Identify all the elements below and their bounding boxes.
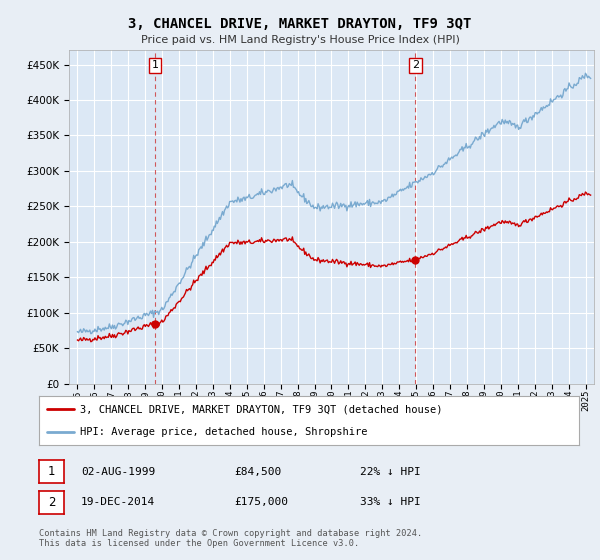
Text: 1: 1 (152, 60, 158, 71)
Text: 22% ↓ HPI: 22% ↓ HPI (360, 466, 421, 477)
Text: 33% ↓ HPI: 33% ↓ HPI (360, 497, 421, 507)
Text: 19-DEC-2014: 19-DEC-2014 (81, 497, 155, 507)
Text: 3, CHANCEL DRIVE, MARKET DRAYTON, TF9 3QT (detached house): 3, CHANCEL DRIVE, MARKET DRAYTON, TF9 3Q… (79, 404, 442, 414)
Text: 02-AUG-1999: 02-AUG-1999 (81, 466, 155, 477)
Text: 2: 2 (412, 60, 419, 71)
Text: £84,500: £84,500 (234, 466, 281, 477)
Text: 2: 2 (48, 496, 55, 509)
Text: £175,000: £175,000 (234, 497, 288, 507)
Text: 1: 1 (48, 465, 55, 478)
Text: 3, CHANCEL DRIVE, MARKET DRAYTON, TF9 3QT: 3, CHANCEL DRIVE, MARKET DRAYTON, TF9 3Q… (128, 17, 472, 31)
Text: Price paid vs. HM Land Registry's House Price Index (HPI): Price paid vs. HM Land Registry's House … (140, 35, 460, 45)
Text: Contains HM Land Registry data © Crown copyright and database right 2024.
This d: Contains HM Land Registry data © Crown c… (39, 529, 422, 548)
Text: HPI: Average price, detached house, Shropshire: HPI: Average price, detached house, Shro… (79, 427, 367, 437)
